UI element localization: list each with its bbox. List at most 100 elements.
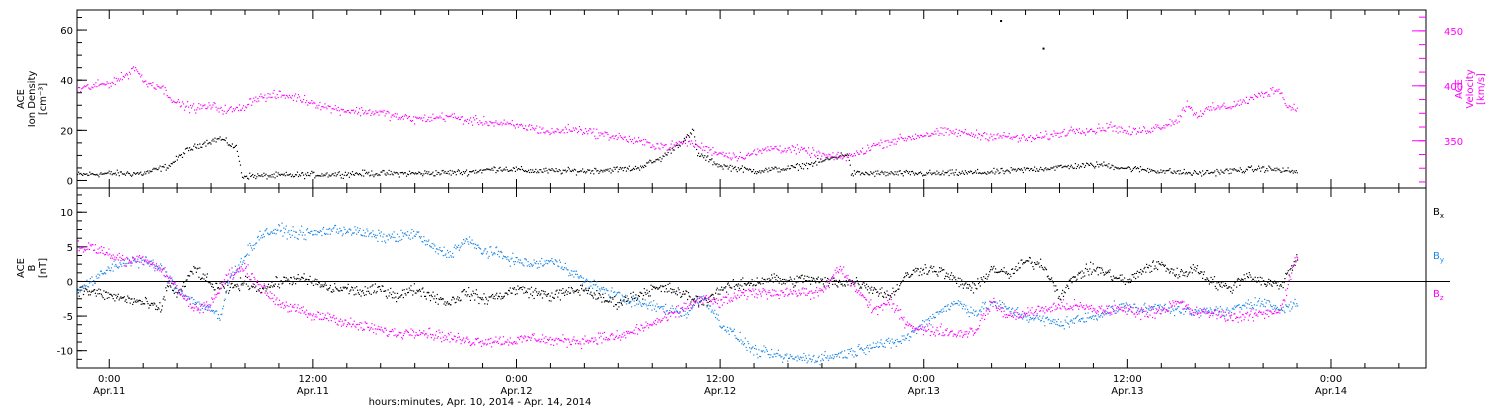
density-point — [586, 171, 588, 173]
density-point — [694, 136, 696, 138]
velocity-point — [977, 137, 979, 139]
density-point — [135, 173, 137, 175]
velocity-point — [550, 132, 552, 134]
velocity-point — [230, 106, 232, 108]
velocity-point — [399, 118, 401, 120]
bx-point — [129, 302, 131, 304]
density-point — [221, 138, 223, 140]
density-point — [542, 171, 544, 173]
velocity-point — [1005, 136, 1007, 138]
bx-point — [1224, 282, 1227, 285]
bx-point — [277, 285, 279, 288]
density-point — [1032, 169, 1034, 172]
by-point — [229, 276, 231, 278]
velocity-point — [107, 82, 109, 85]
density-point — [850, 174, 852, 176]
by-point — [517, 261, 519, 263]
density-point — [849, 164, 851, 166]
density-point — [1109, 167, 1111, 169]
bx-point — [351, 286, 353, 288]
density-point — [274, 177, 276, 179]
bx-point — [1039, 266, 1041, 268]
velocity-point — [832, 152, 834, 154]
density-point — [776, 168, 778, 170]
by-point — [401, 232, 404, 234]
density-point — [220, 139, 222, 141]
bx-point — [1252, 278, 1254, 280]
bx-point — [296, 277, 298, 279]
bx-point — [1005, 272, 1007, 274]
density-point — [412, 172, 414, 174]
velocity-point — [1062, 130, 1064, 133]
density-point — [419, 171, 421, 174]
velocity-point — [420, 118, 422, 120]
bx-point — [1237, 277, 1239, 280]
density-point — [553, 170, 555, 172]
bx-point — [458, 297, 460, 299]
bx-point — [564, 291, 566, 293]
velocity-point — [120, 72, 122, 74]
by-point — [197, 307, 199, 309]
density-point — [93, 174, 95, 176]
by-point — [452, 252, 454, 254]
velocity-point — [199, 108, 201, 110]
bx-point — [833, 280, 835, 282]
density-point — [628, 165, 630, 167]
bx-point — [1170, 268, 1172, 270]
velocity-point — [288, 94, 290, 96]
bx-point — [381, 285, 383, 287]
density-point — [129, 174, 132, 176]
by-point — [598, 288, 600, 290]
bx-point — [1047, 275, 1049, 277]
velocity-point — [450, 115, 452, 117]
velocity-point — [819, 152, 821, 154]
by-point — [217, 314, 219, 316]
density-point — [621, 167, 623, 169]
density-point — [741, 165, 743, 167]
by-point — [219, 319, 221, 321]
by-point — [348, 228, 350, 230]
by-point — [620, 301, 622, 303]
density-point — [329, 175, 331, 177]
bx-point — [947, 273, 949, 275]
velocity-point — [374, 112, 376, 115]
density-point — [811, 162, 813, 164]
density-point — [188, 150, 190, 152]
bx-point — [662, 286, 664, 288]
velocity-point — [221, 109, 223, 111]
velocity-point — [1267, 95, 1269, 97]
density-point — [639, 169, 641, 171]
velocity-point — [203, 105, 205, 107]
by-point — [634, 305, 636, 307]
velocity-point — [707, 152, 709, 154]
bx-point — [732, 279, 734, 281]
bx-point — [960, 284, 962, 286]
velocity-point — [127, 78, 130, 80]
velocity-point — [412, 120, 414, 122]
bx-point — [201, 277, 203, 279]
bx-point — [144, 303, 146, 305]
density-point — [449, 169, 451, 172]
velocity-point — [1078, 128, 1080, 130]
density-point — [1170, 171, 1172, 173]
velocity-point — [660, 142, 662, 144]
density-point — [487, 168, 489, 171]
bx-point — [1029, 257, 1031, 259]
bx-point — [653, 286, 655, 288]
velocity-point — [1161, 127, 1163, 129]
density-point — [344, 171, 346, 173]
by-point — [836, 355, 838, 358]
bx-point — [648, 295, 650, 297]
velocity-point — [925, 135, 927, 137]
velocity-point — [565, 128, 567, 130]
velocity-point — [945, 131, 947, 134]
bx-point — [264, 287, 266, 289]
density-point — [666, 154, 668, 156]
bx-point — [792, 283, 794, 285]
bx-point — [1185, 271, 1187, 273]
velocity-point — [155, 88, 157, 90]
bx-point — [289, 283, 291, 285]
by-point — [508, 260, 510, 262]
velocity-point — [108, 87, 110, 89]
velocity-point — [758, 151, 760, 153]
